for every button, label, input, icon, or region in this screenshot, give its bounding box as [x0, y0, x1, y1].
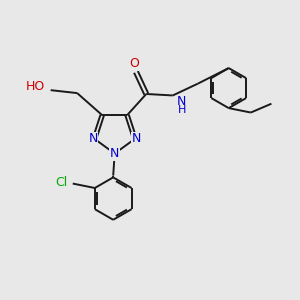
Text: N: N: [88, 132, 98, 146]
Text: Cl: Cl: [56, 176, 68, 189]
Text: N: N: [110, 147, 119, 160]
Text: O: O: [130, 57, 140, 70]
Text: H: H: [177, 105, 186, 115]
Text: N: N: [177, 95, 186, 108]
Text: N: N: [132, 132, 141, 146]
Text: HO: HO: [26, 80, 45, 93]
